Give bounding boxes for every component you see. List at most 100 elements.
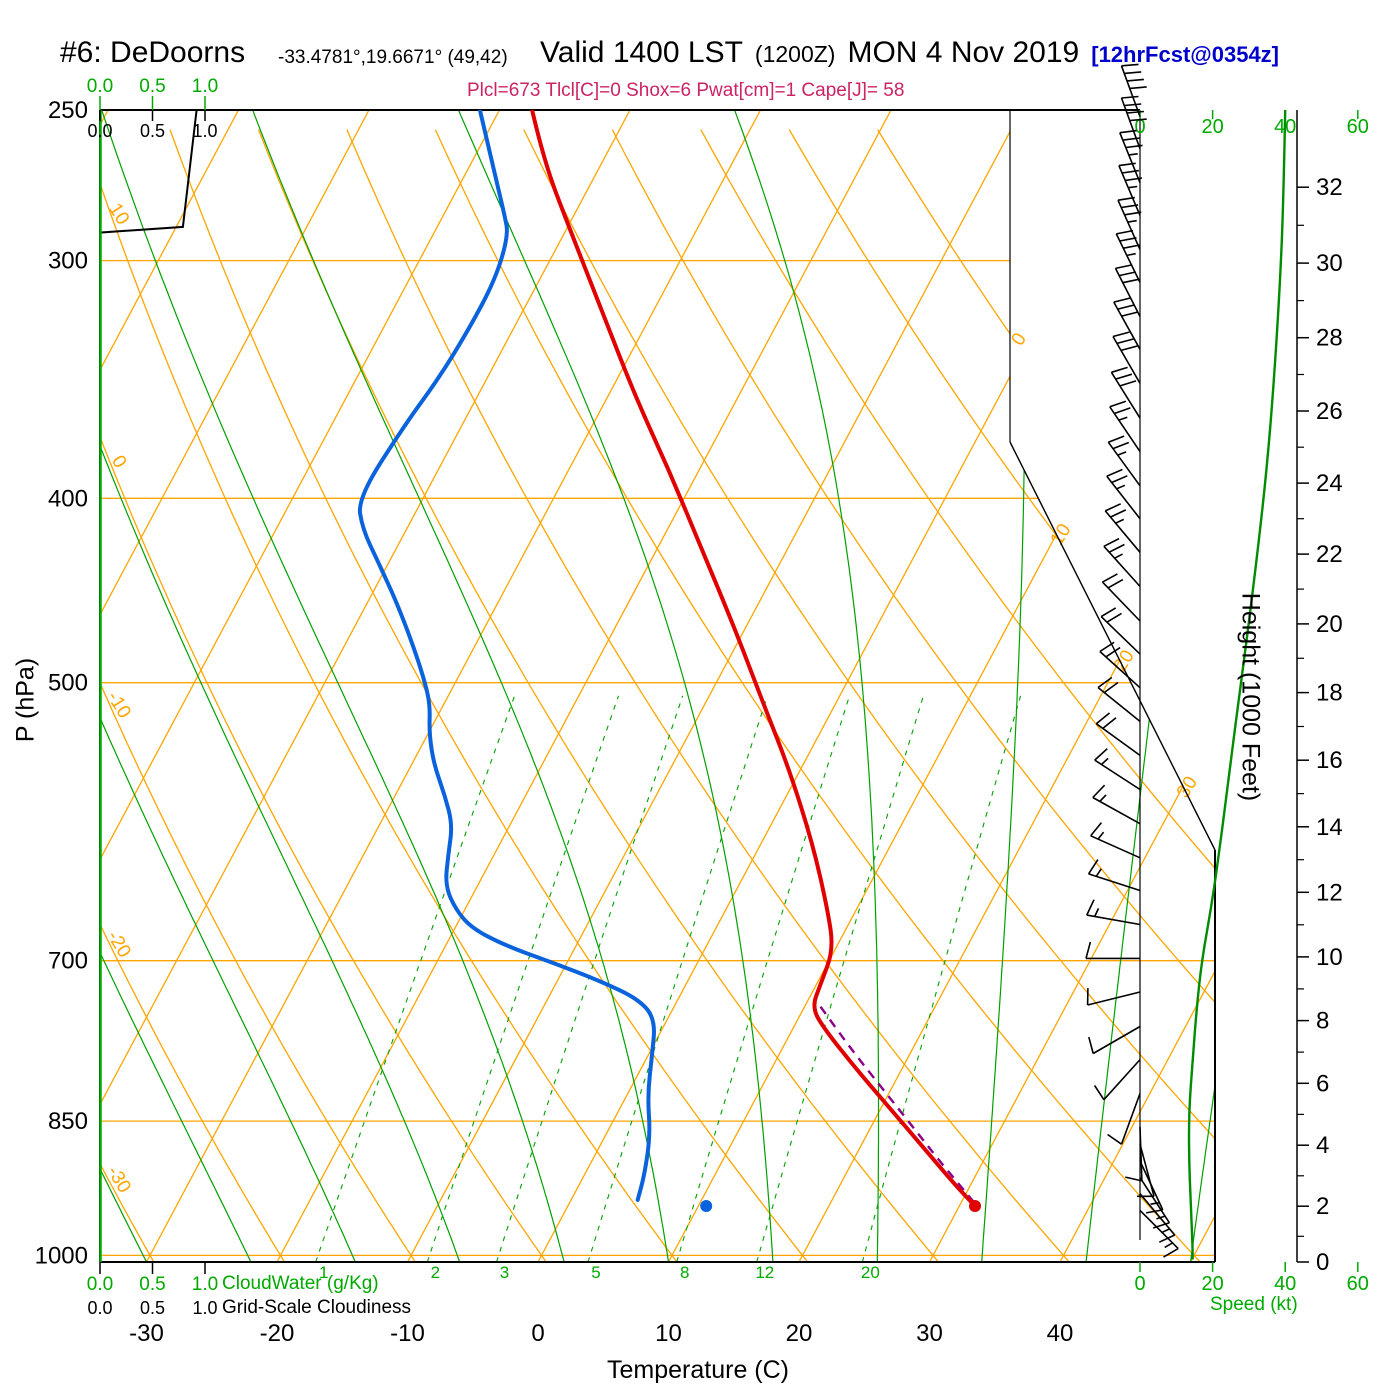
sounding-profiles [357,110,976,1207]
wind-barb-half [1128,185,1138,189]
temperature-tick-label: 40 [1047,1320,1074,1347]
speed-tick-label-bottom: 40 [1274,1273,1296,1295]
wind-barb [1115,229,1141,283]
wind-barb-half [1118,416,1128,421]
cloudiness-scale-label-bottom: 0.5 [140,1298,165,1318]
height-tick-label: 28 [1316,325,1343,352]
height-tick-label: 30 [1316,250,1343,277]
wind-barb [1093,1059,1141,1101]
wind-barb [1112,331,1141,384]
wind-barb-staff [1104,510,1141,553]
wind-barb-staff [1095,723,1141,757]
wind-barb-staff [1120,1093,1141,1145]
wind-barb-half [1126,252,1136,257]
station-coords: -33.4781°,19.6671° (49,42) [278,47,508,68]
isotherm-line [406,110,1023,1262]
wind-barb-full [1109,400,1127,408]
wind-barb-full [1119,380,1137,387]
isotherm-line [100,110,501,1262]
wind-barb-full [1120,345,1138,352]
wind-barb-full [1129,86,1147,90]
wind-barb-staff [1092,796,1141,825]
wind-barb-staff [1112,336,1141,384]
surface-temp-marker [969,1200,981,1212]
cloudiness-scale-label-bottom: 0.0 [87,1298,112,1318]
surface-dewpoint-marker [700,1200,713,1212]
temperature-curve [530,110,976,1207]
wind-barb-half [1116,484,1126,490]
pressure-tick-label: 500 [48,670,88,697]
wind-speed-profile-line [1187,109,1287,1260]
pressure-tick-label: 400 [48,485,88,512]
speed-tick-label-top: 0 [1134,116,1145,138]
wind-barb-full [1121,311,1139,317]
wind-barb-full [1126,78,1144,82]
wind-barb-staff [1101,581,1141,622]
cloudiness-scale-label-top: 1.0 [192,121,217,141]
wind-barb-full [1108,435,1125,443]
mixing-ratio-line [587,695,769,1262]
pressure-tick-label: 1000 [35,1242,88,1269]
wind-barb [1118,162,1143,216]
wind-barb-full [1112,331,1130,338]
temperature-tick-label: 20 [786,1320,813,1347]
wind-barb-staff [1100,616,1141,655]
moist-adiabat-line [100,110,252,1262]
wind-barb [1101,573,1141,622]
wind-barb-half [1164,1242,1173,1249]
wind-barb-full [1129,118,1147,122]
wind-barb-staff [1092,1025,1141,1055]
pressure-tick-label: 700 [48,948,88,975]
cloudiness-scale-label-top: 0.0 [87,121,112,141]
wind-barb-staff [1139,1177,1171,1224]
isotherm-line [1189,110,1215,1262]
height-tick-label: 10 [1316,944,1343,971]
wind-barb-full [1093,1085,1105,1101]
wind-barb-full [1108,543,1125,553]
height-tick-label: 24 [1316,470,1343,497]
wind-barb-full [1124,71,1142,75]
moist-adiabat-line [457,110,774,1262]
wind-barb-full [1087,859,1099,875]
wind-barb-staff [1115,233,1141,283]
wind-barb-staff [1113,301,1141,350]
moist-adiabat-line [981,110,1026,1262]
wind-barb-full [1158,1234,1176,1243]
wind-barb-full [1111,366,1128,374]
height-tick-label: 4 [1316,1132,1329,1159]
wind-barb-staff [1118,165,1141,216]
height-tick-label: 16 [1316,747,1343,774]
wind-barb-full [1125,177,1143,182]
wind-barb-staff [1114,268,1141,317]
speed-tick-label-top: 60 [1347,116,1369,138]
wind-barb [1097,676,1141,723]
wind-barb-half [1099,794,1107,802]
height-tick-label: 12 [1316,879,1343,906]
wind-barb-full [1119,237,1137,242]
mixing-ratio-line [861,695,1022,1262]
wind-barb-staff [1117,199,1141,250]
wind-barb-staff [1087,991,1141,1006]
wind-barb-half [1100,757,1109,766]
mixing-ratio-labels: 1 2 3 5 8 12 20 [319,1263,880,1282]
mixing-ratio-line [315,695,516,1262]
isotherm-line [145,110,762,1262]
wind-barb [1095,712,1141,757]
height-tick-label: 14 [1316,814,1343,841]
wind-barb [1086,988,1141,1006]
wind-barb-full [1121,204,1139,209]
mixing-ratio-line [426,695,620,1262]
wind-barb-full [1118,162,1136,167]
cloudwater-scale-label-bottom: 1.0 [192,1274,218,1295]
speed-axis-title: Speed (kt) [1210,1294,1298,1315]
wind-barb-full [1094,748,1108,761]
wind-barb-full [1102,717,1117,730]
wind-barb-full [1100,607,1117,618]
wind-barb-full [1112,441,1130,450]
pressure-axis-title: P (hPa) [11,657,40,743]
mixing-ratio-label: 3 [500,1263,509,1282]
wind-barb-staff [1139,1160,1164,1211]
dry-adiabat-label: 10 [104,200,133,229]
wind-barb-full [1121,169,1140,174]
